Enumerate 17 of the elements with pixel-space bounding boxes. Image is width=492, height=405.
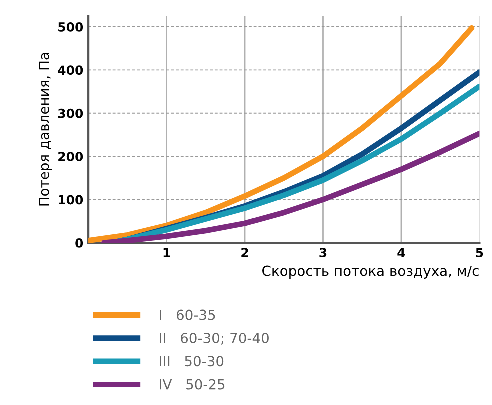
y-tick-label: 0 xyxy=(76,238,84,248)
y-tick-label: 400 xyxy=(58,66,84,76)
y-tick-label: 300 xyxy=(58,108,84,118)
y-tick-label: 500 xyxy=(58,22,84,32)
x-tick-label: 4 xyxy=(398,248,406,258)
legend-label: I 60-35 xyxy=(160,310,216,320)
x-tick-label: 3 xyxy=(320,248,327,258)
x-axis-title: Скорость потока воздуха, м/с xyxy=(262,266,479,279)
legend-label: IV 50-25 xyxy=(160,379,225,390)
y-tick-label: 100 xyxy=(59,195,84,205)
legend-label: III 50-30 xyxy=(160,356,224,367)
legend-label: II 60-30; 70-40 xyxy=(160,332,269,345)
x-tick-label: 5 xyxy=(476,248,484,258)
y-axis-title: Потеря давления, Па xyxy=(39,53,52,206)
x-tick-label: 1 xyxy=(164,248,170,258)
y-tick-label: 200 xyxy=(58,152,84,162)
x-tick-label: 2 xyxy=(242,248,248,258)
